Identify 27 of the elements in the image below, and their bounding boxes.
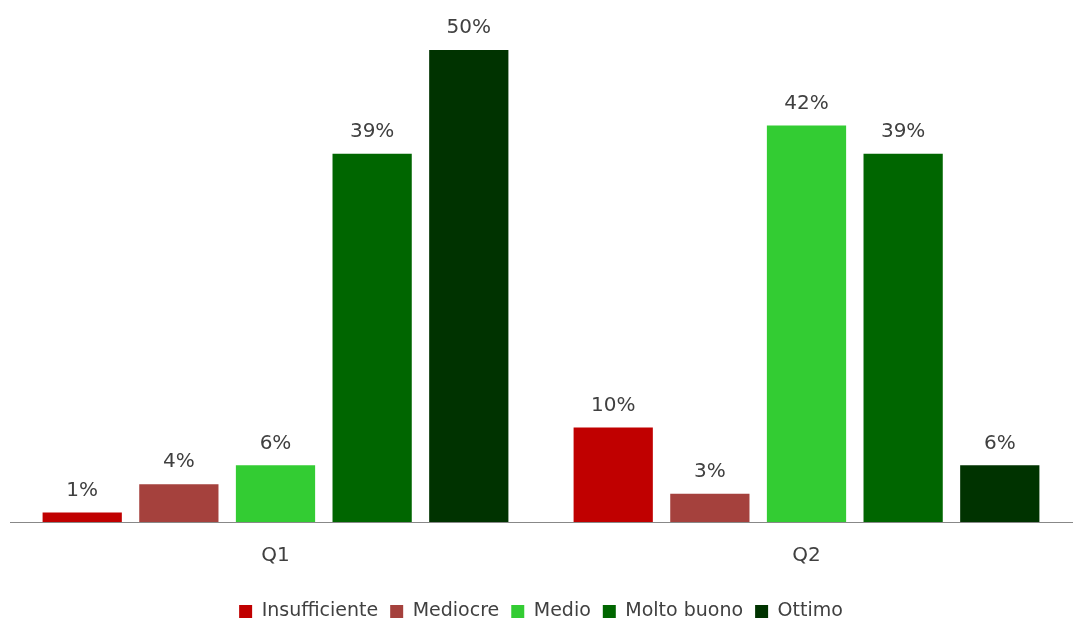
bar (332, 153, 412, 522)
data-label: 39% (880, 118, 926, 143)
legend-label: Mediocre (412, 598, 500, 621)
bar (960, 465, 1040, 522)
data-label: 50% (446, 14, 492, 39)
data-label: 4% (162, 448, 195, 473)
data-label: 39% (349, 118, 395, 143)
legend-label: Insufficiente (261, 598, 379, 621)
bar (766, 125, 847, 522)
bar (573, 427, 653, 522)
data-label: 1% (66, 476, 99, 501)
data-label: 10% (590, 391, 636, 416)
x-tick-label: Q2 (792, 542, 821, 567)
data-label: 42% (784, 89, 829, 114)
legend-label: Medio (533, 598, 591, 621)
bar (429, 50, 509, 522)
data-label: 6% (259, 429, 292, 454)
bar (235, 465, 316, 522)
x-tick-label: Q1 (261, 542, 290, 567)
data-label: 6% (983, 429, 1016, 454)
data-label: 3% (693, 457, 726, 482)
bar (139, 484, 219, 522)
legend-label: Ottimo (777, 598, 843, 621)
bar (670, 493, 750, 522)
legend-label: Molto buono (625, 598, 744, 621)
bar (42, 512, 122, 522)
bar (863, 153, 943, 522)
